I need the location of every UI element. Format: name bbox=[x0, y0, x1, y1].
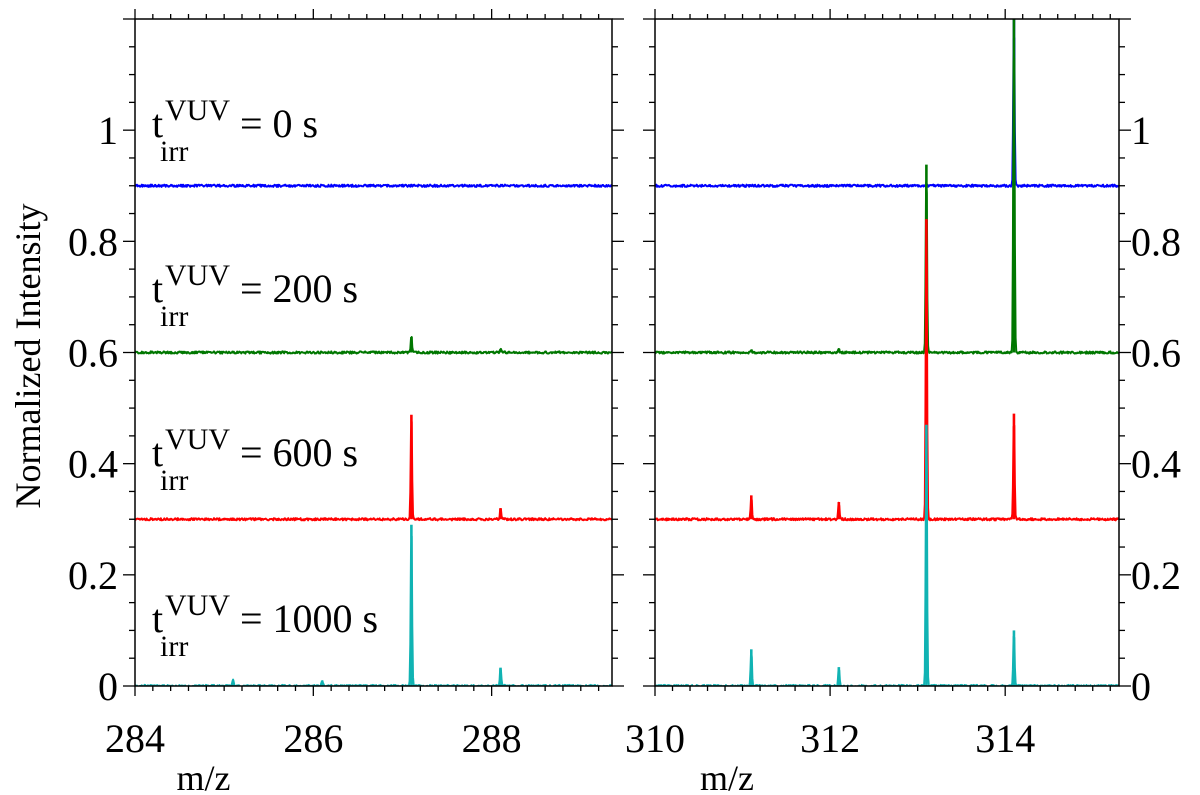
series-line-3 bbox=[655, 246, 1119, 522]
y-tick-label: 0.2 bbox=[68, 553, 118, 598]
series-label-value: = 0 s bbox=[240, 101, 318, 146]
series-label-2: t VUV irr = 200 s bbox=[152, 259, 358, 333]
y-axis: 0 0.2 0.4 0.6 0.8 1 bbox=[643, 18, 1181, 709]
traces bbox=[655, 19, 1119, 686]
series-label-sup: VUV bbox=[165, 423, 230, 456]
series-label-value: = 600 s bbox=[240, 430, 358, 475]
x-tick-label: 286 bbox=[283, 716, 343, 761]
panel-1: 284 286 288 m/z 0 0.2 0.4 0.6 0.8 1 bbox=[68, 9, 624, 795]
series-line-4 bbox=[135, 535, 612, 686]
series-label-base: t bbox=[152, 596, 163, 641]
series-label-sub: irr bbox=[160, 630, 188, 663]
series-label-sub: irr bbox=[160, 464, 188, 497]
series-line-2 bbox=[655, 57, 1119, 355]
series-line-4 bbox=[655, 448, 1119, 686]
x-axis: 284 286 288 m/z bbox=[105, 9, 600, 795]
x-axis-label: m/z bbox=[177, 758, 231, 795]
series-label-3: t VUV irr = 600 s bbox=[152, 423, 358, 497]
series-label-base: t bbox=[152, 101, 163, 146]
series-label-sup: VUV bbox=[165, 259, 230, 292]
y-tick-label: 1 bbox=[1131, 108, 1151, 153]
y-tick-label: 0 bbox=[98, 664, 118, 709]
series-label-sub: irr bbox=[160, 300, 188, 333]
series-label-sup: VUV bbox=[165, 94, 230, 127]
y-axis-label: Normalized Intensity bbox=[8, 204, 48, 509]
x-tick-label: 284 bbox=[105, 716, 165, 761]
x-tick-label: 314 bbox=[975, 716, 1035, 761]
series-line-2 bbox=[135, 336, 612, 355]
series-label-value: = 1000 s bbox=[240, 596, 378, 641]
y-tick-label: 0.8 bbox=[68, 219, 118, 264]
series-label-sub: irr bbox=[160, 135, 188, 168]
y-tick-label: 0.6 bbox=[68, 331, 118, 376]
series-line-3 bbox=[135, 420, 612, 522]
y-tick-label: 0.4 bbox=[68, 442, 118, 487]
x-axis: 310 312 314 m/z bbox=[625, 9, 1111, 795]
x-tick-label: 310 bbox=[625, 716, 685, 761]
y-tick-label: 0.6 bbox=[1131, 331, 1181, 376]
series-line-1 bbox=[135, 183, 612, 188]
series-label-value: = 200 s bbox=[240, 266, 358, 311]
y-tick-label: 1 bbox=[98, 108, 118, 153]
y-tick-label: 0.2 bbox=[1131, 553, 1181, 598]
x-axis-label: m/z bbox=[700, 758, 754, 795]
series-line-1 bbox=[655, 37, 1119, 188]
y-axis: 0 0.2 0.4 0.6 0.8 1 bbox=[68, 18, 624, 709]
series-label-base: t bbox=[152, 266, 163, 311]
y-tick-label: 0.4 bbox=[1131, 442, 1181, 487]
x-tick-label: 288 bbox=[462, 716, 522, 761]
series-label-sup: VUV bbox=[165, 589, 230, 622]
series-label-4: t VUV irr = 1000 s bbox=[152, 589, 378, 663]
x-tick-label: 312 bbox=[800, 716, 860, 761]
panel-2: 310 312 314 m/z 0 0.2 0.4 0.6 0.8 1 bbox=[625, 9, 1181, 795]
y-tick-label: 0.8 bbox=[1131, 219, 1181, 264]
traces bbox=[135, 183, 612, 686]
y-tick-label: 0 bbox=[1131, 664, 1151, 709]
series-label-1: t VUV irr = 0 s bbox=[152, 94, 318, 168]
series-label-base: t bbox=[152, 430, 163, 475]
